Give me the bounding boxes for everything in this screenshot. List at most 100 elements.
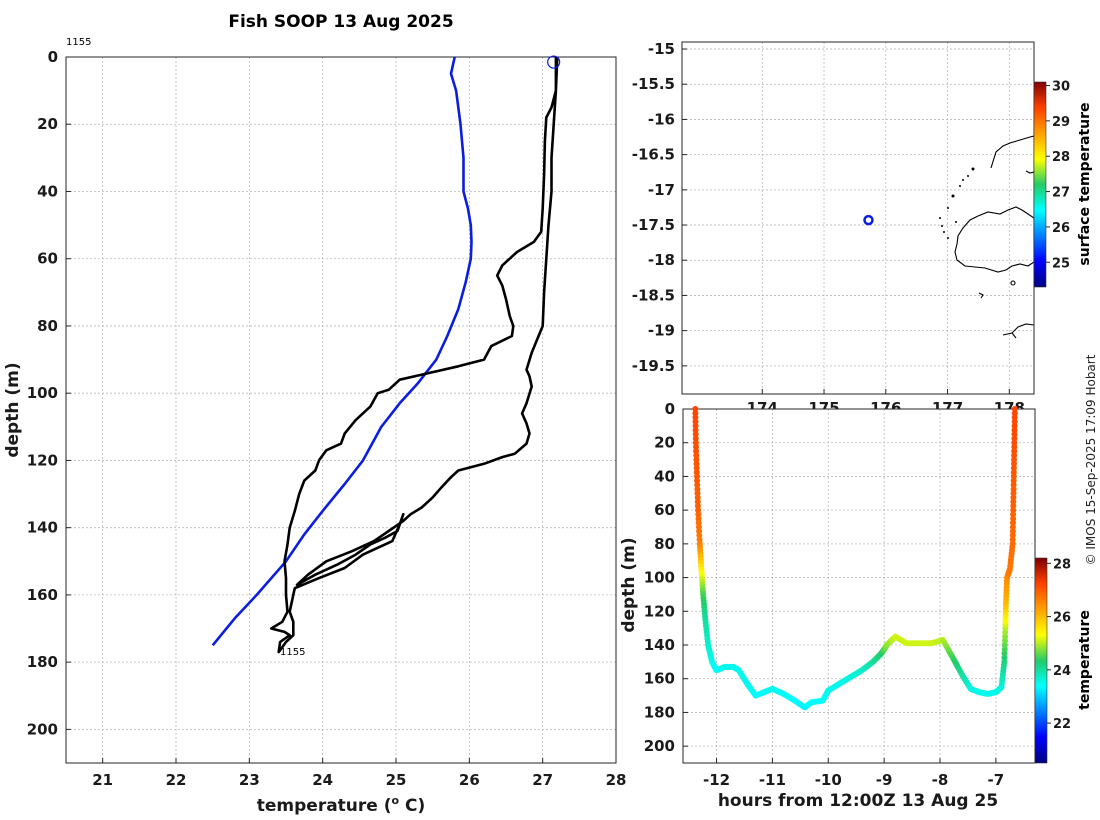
surface-temp-colorbar-tick-label: 28 [1052, 150, 1070, 165]
track-x-tick-label: -10 [815, 771, 842, 789]
track-point [1010, 494, 1017, 501]
temp-colorbar-ticks: 22 24 26 28 [1047, 557, 1071, 732]
track-x-tick-label: -8 [932, 771, 949, 789]
track-point [692, 435, 699, 442]
track-x-tick-label: -11 [759, 771, 786, 789]
coastline [954, 135, 1034, 339]
coast-dot [959, 185, 961, 187]
track-point [692, 414, 699, 421]
track-point [1010, 507, 1017, 514]
track-point [694, 498, 701, 505]
profile-line-measured [270, 56, 559, 654]
track-point [1010, 469, 1017, 476]
temp-colorbar-tick-label: 24 [1053, 664, 1071, 679]
track-x-tick-label: -12 [703, 771, 730, 789]
profile-x-tick-label: 28 [606, 771, 627, 789]
coastline-island [954, 206, 1034, 273]
track-point [1001, 654, 1008, 661]
profile-y-tick-label: 60 [37, 250, 58, 268]
profile-x-label-main: temperature ( [257, 796, 392, 816]
track-y-tick-label: 180 [644, 703, 675, 721]
track-point [694, 473, 700, 480]
track-point [1010, 481, 1017, 488]
coast-dot [947, 207, 949, 209]
profile-x-ticks: 21 22 23 24 25 26 27 28 [92, 758, 626, 789]
track-point [1001, 646, 1008, 653]
temp-colorbar-tick-label: 28 [1053, 557, 1071, 572]
map-y-tick-label: -15 [648, 40, 675, 58]
profile-y-tick-label: 20 [37, 115, 58, 133]
track-point [1002, 629, 1009, 636]
profile-y-ticks: 0 20 40 60 80 100 120 140 160 180 200 [27, 48, 71, 738]
track-point [694, 494, 701, 501]
track-point [1009, 532, 1016, 539]
coastline-south [1002, 323, 1034, 339]
track-point [1010, 515, 1017, 522]
map-panel: 174 175 176 177 178 -15-15.5-16-16.5-17-17.5… [632, 40, 1093, 417]
track-y-tick-label: 140 [644, 636, 675, 654]
track-point [1011, 456, 1017, 463]
track-points [692, 406, 1018, 711]
track-point [692, 418, 699, 425]
track-point [693, 443, 699, 450]
track-point [693, 456, 700, 463]
surface-temp-colorbar-tick-label: 30 [1052, 80, 1070, 95]
map-grid [682, 42, 1034, 394]
profile-line-climatology [211, 56, 473, 647]
coastline-islet [1025, 170, 1034, 174]
coastline-dots [939, 167, 975, 239]
coast-dot [947, 237, 949, 239]
track-point [1010, 502, 1017, 509]
track-point [1010, 498, 1017, 505]
track-point [1010, 511, 1017, 518]
profile-end-label: 1155 [280, 647, 305, 658]
track-panel: -12 -11 -10 -9 -8 -7 0 20 40 60 80 100 120 140 160 180… [619, 400, 1093, 811]
surface-temp-colorbar [1033, 81, 1047, 288]
track-x-ticks: -12 -11 -10 -9 -8 -7 [703, 758, 1004, 789]
track-point [693, 448, 700, 455]
profile-x-label-end: C) [399, 796, 425, 816]
map-y-tick-label: -19 [648, 322, 675, 340]
profile-y-tick-label: 80 [37, 317, 58, 335]
surface-temp-colorbar-label: surface temperature [1077, 102, 1093, 265]
track-point [692, 439, 699, 446]
track-point [1011, 422, 1018, 429]
track-point [1011, 406, 1018, 412]
profile-y-tick-label: 120 [27, 451, 58, 469]
map-y-ticks: -15 -15.5 -16 -16.5 -17 -17.5 -18 -18.5 -19 -19.5 [632, 40, 687, 375]
profile-y-tick-label: 140 [27, 519, 58, 537]
map-y-tick-label: -18.5 [632, 286, 675, 304]
profile-x-tick-label: 25 [386, 771, 407, 789]
track-point [696, 536, 703, 543]
track-point [1002, 637, 1008, 644]
surface-temp-colorbar-tick-label: 25 [1052, 256, 1070, 271]
profile-series [211, 55, 561, 654]
track-y-tick-label: 20 [654, 434, 675, 452]
map-y-tick-label: -16 [648, 110, 675, 128]
track-point [1011, 427, 1018, 434]
coast-dot [951, 194, 955, 198]
track-point [1011, 439, 1018, 446]
track-y-tick-label: 0 [665, 400, 675, 418]
profile-x-label-sup: o [392, 794, 400, 807]
temp-colorbar [1034, 557, 1048, 764]
surface-temp-colorbar-ticks: 25 26 27 28 29 30 [1046, 80, 1070, 271]
map-y-tick-label: -17.5 [632, 216, 675, 234]
track-y-tick-label: 160 [644, 670, 675, 688]
surface-temp-colorbar-tick-label: 27 [1052, 186, 1070, 201]
track-x-axis-label: hours from 12:00Z 13 Aug 25 [718, 791, 998, 811]
profile-y-tick-label: 200 [27, 720, 58, 738]
profile-x-tick-label: 23 [239, 771, 260, 789]
track-y-tick-label: 80 [654, 535, 675, 553]
chart-title: Fish SOOP 13 Aug 2025 [228, 12, 453, 32]
coastline-islet-2 [1010, 280, 1016, 286]
track-grid-lines [683, 408, 1035, 763]
track-x-tick-label: -9 [876, 771, 893, 789]
temp-colorbar-tick-label: 22 [1053, 717, 1071, 732]
map-frame [681, 41, 1035, 395]
track-x-tick-label: -7 [988, 771, 1005, 789]
coast-dot [943, 231, 945, 233]
map-y-tick-label: -16.5 [632, 146, 675, 164]
surface-temp-colorbar-tick-label: 26 [1052, 221, 1070, 236]
surface-temp-colorbar-tick-label: 29 [1052, 115, 1070, 130]
